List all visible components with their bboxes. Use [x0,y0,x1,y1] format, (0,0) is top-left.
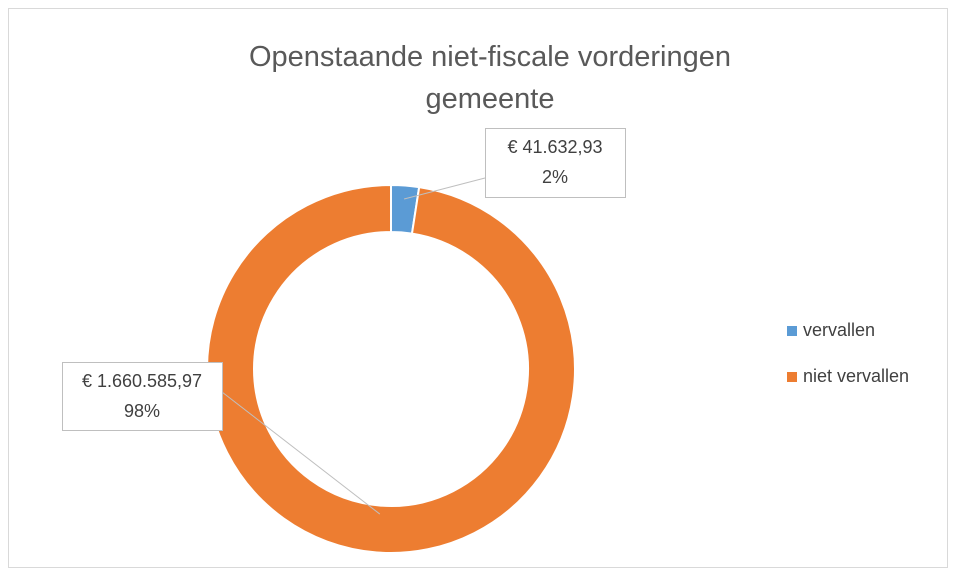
data-label-value: € 1.660.585,97 [82,371,202,391]
leader-line [403,177,486,200]
data-label-box [485,128,626,198]
data-label-value: € 41.632,93 [507,137,602,157]
data-label-box [62,362,223,431]
data-label-percent: 98% [124,401,160,421]
legend-label: vervallen [803,320,875,340]
legend-swatch [787,326,797,336]
chart-title: Openstaande niet-fiscale vorderingen gem… [248,41,732,115]
leader-line [221,391,381,515]
data-label-percent: 2% [542,167,568,187]
donut-slice [206,183,576,554]
legend-label: niet vervallen [803,366,909,386]
legend-swatch [787,372,797,382]
